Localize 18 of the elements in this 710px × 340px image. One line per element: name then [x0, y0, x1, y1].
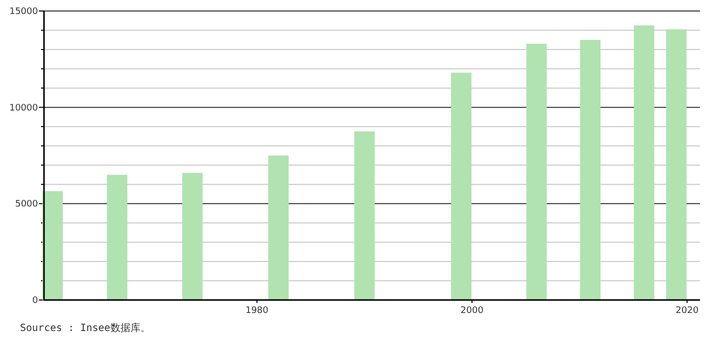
bar [526, 44, 547, 300]
bar [42, 191, 63, 300]
bar [354, 131, 375, 300]
y-tick-label: 15000 [9, 7, 38, 17]
y-tick-label: 0 [32, 296, 38, 306]
bar [634, 25, 654, 300]
source-note: Sources : Insee数据库。 [20, 322, 150, 334]
y-tick-label: 10000 [9, 103, 38, 114]
x-tick-label: 1980 [245, 306, 269, 316]
x-tick-label: 2020 [676, 306, 699, 316]
bar [106, 174, 128, 300]
bar [268, 156, 289, 300]
y-tick-label: 5000 [15, 200, 38, 210]
bar [666, 29, 687, 300]
x-tick-label: 2000 [460, 306, 484, 316]
bar [580, 40, 601, 300]
bar [182, 172, 203, 300]
bar [451, 72, 472, 300]
